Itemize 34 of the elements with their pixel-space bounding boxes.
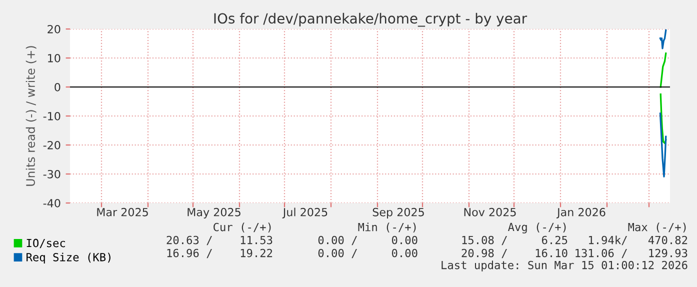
line-series <box>659 112 667 178</box>
text: 0.00 / 0.00 <box>318 236 418 246</box>
line-series <box>659 29 667 50</box>
text: Cur (-/+) <box>214 222 271 233</box>
text: 16.96 / 19.22 <box>167 248 272 258</box>
y-tick-label: 0 <box>54 82 60 92</box>
x-tick-label: May 2025 <box>188 208 240 218</box>
legend-label: Req Size (KB) <box>26 252 110 264</box>
x-tick-label: Nov 2025 <box>464 208 516 216</box>
y-tick-label: 20 <box>48 24 60 34</box>
text: 15.08 / 6.25 <box>462 236 568 246</box>
y-tick-label: -10 <box>43 112 60 120</box>
y-tick-label: -20 <box>43 140 60 150</box>
text: Min (-/+) <box>358 222 416 233</box>
y-tick-label: -40 <box>43 198 60 208</box>
line-series <box>660 52 667 88</box>
chart-title: IOs for /dev/pannekake/home_crypt - by year <box>214 12 528 27</box>
legend-label: IO/sec <box>26 238 65 248</box>
y-tick-label: -30 <box>43 170 60 178</box>
text: 20.98 / 16.10 <box>462 248 568 258</box>
line-series <box>660 93 667 144</box>
text: 0.00 / 0.00 <box>318 248 418 258</box>
x-tick-label: Sep 2025 <box>372 208 424 218</box>
text: 1.94k/ 470.82 <box>588 236 688 246</box>
text: 20.63 / 11.53 <box>166 236 272 246</box>
y-axis-title: Units read (-) / write (+) <box>26 46 36 186</box>
x-tick-label: Jul 2025 <box>282 208 328 218</box>
text: Avg (-/+) <box>508 222 566 234</box>
x-tick-label: Jan 2026 <box>556 208 606 218</box>
y-tick-label: 10 <box>48 54 60 62</box>
text: Max (-/+) <box>628 222 686 233</box>
text: 131.06 / 129.93 <box>576 248 688 258</box>
x-tick-label: Mar 2025 <box>97 208 148 216</box>
text: Last update: Sun Mar 15 01:00:12 2026 <box>442 260 688 272</box>
